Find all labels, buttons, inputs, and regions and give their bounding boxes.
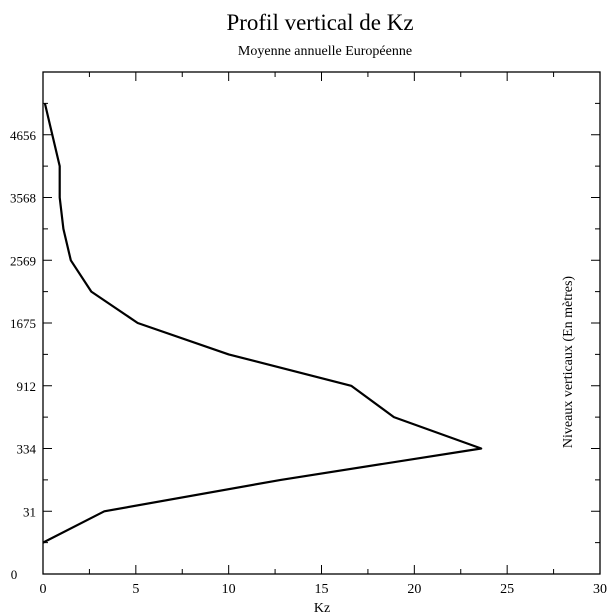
x-axis-label: Kz: [314, 601, 330, 614]
y-tick-label: 2569: [10, 253, 36, 268]
x-tick-label: 25: [500, 582, 514, 597]
kz-series-line: [42, 103, 483, 544]
y-tick-label: 1675: [10, 316, 36, 331]
x-tick-label: 10: [222, 582, 236, 597]
y-tick-label: 4656: [10, 128, 37, 143]
axis-ticks: [42, 71, 601, 575]
y-axis-label: Niveaux verticaux (En mètres): [561, 276, 576, 449]
x-tick-label: 0: [40, 582, 47, 597]
y-tick-label: 31: [23, 504, 36, 519]
y-tick-label: 334: [17, 442, 37, 457]
y-tick-label: 0: [11, 567, 18, 582]
x-tick-label: 30: [593, 582, 607, 597]
chart-title: Profil vertical de Kz: [226, 10, 413, 35]
x-tick-label: 15: [315, 582, 329, 597]
y-tick-labels: 0 31 334 912 1675 2569 3568 4656: [10, 128, 37, 582]
plot-frame: [42, 71, 601, 575]
x-tick-labels: 0 5 10 15 20 25 30: [40, 582, 608, 597]
y-tick-label: 912: [17, 379, 37, 394]
chart-subtitle: Moyenne annuelle Européenne: [238, 44, 412, 59]
x-tick-label: 5: [132, 582, 139, 597]
y-tick-label: 3568: [10, 191, 36, 206]
x-tick-label: 20: [407, 582, 421, 597]
